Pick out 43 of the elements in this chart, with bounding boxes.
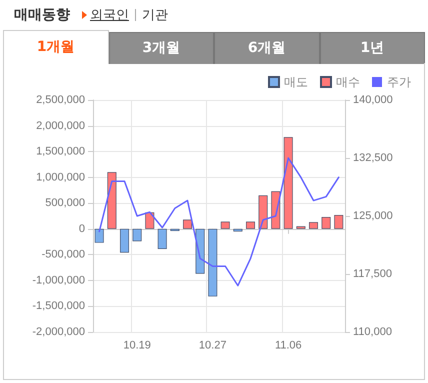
y-tick-label: 2,000,000: [36, 120, 85, 132]
text: 기관: [142, 7, 168, 24]
bar: [309, 222, 318, 229]
y2-tick-label: 132,500: [353, 152, 393, 164]
bar: [183, 220, 192, 229]
y-tick-label: 1,000,000: [36, 171, 85, 184]
y-tick-label: 0: [78, 222, 85, 235]
bar: [334, 214, 344, 229]
y-tick-label: -500,000: [42, 248, 85, 261]
y-tick-label: 500,000: [45, 197, 85, 210]
bar: [196, 228, 205, 274]
bar: [246, 222, 255, 229]
text: 6개월: [214, 32, 320, 64]
y2-tick-label: 110,000: [353, 326, 392, 338]
y-tick-label: -1,500,000: [32, 300, 85, 312]
y2-tick-label: 140,000: [353, 94, 393, 106]
line-series: [98, 157, 340, 286]
bar: [258, 195, 268, 229]
text: 1개월: [3, 30, 108, 64]
text: 외국인: [90, 7, 129, 24]
y2-tick-label: 125,000: [353, 210, 393, 222]
x-tick-label: 10.27: [198, 340, 226, 352]
bar: [107, 172, 116, 229]
bar: [94, 228, 104, 243]
legend-label: 매수: [336, 75, 360, 89]
bar: [120, 228, 129, 253]
bar: [132, 228, 142, 242]
bar: [158, 228, 167, 249]
y-tick-label: -1,000,000: [32, 274, 85, 286]
y2-tick-label: 117,500: [353, 268, 392, 280]
legend-label: 매도: [284, 75, 308, 89]
y-tick-label: -2,000,000: [32, 326, 85, 338]
y-tick-label: 1,500,000: [36, 146, 85, 158]
bar: [322, 217, 331, 229]
bar: [145, 212, 154, 229]
x-tick-label: 11.06: [274, 340, 302, 352]
y-tick-label: 2,500,000: [36, 94, 85, 106]
chart-title: 매매동향: [14, 6, 70, 24]
legend-label: 주가: [387, 75, 411, 89]
bar: [284, 137, 293, 229]
bar: [208, 228, 218, 296]
x-tick-label: 10.19: [123, 340, 151, 352]
bar: [220, 222, 230, 229]
